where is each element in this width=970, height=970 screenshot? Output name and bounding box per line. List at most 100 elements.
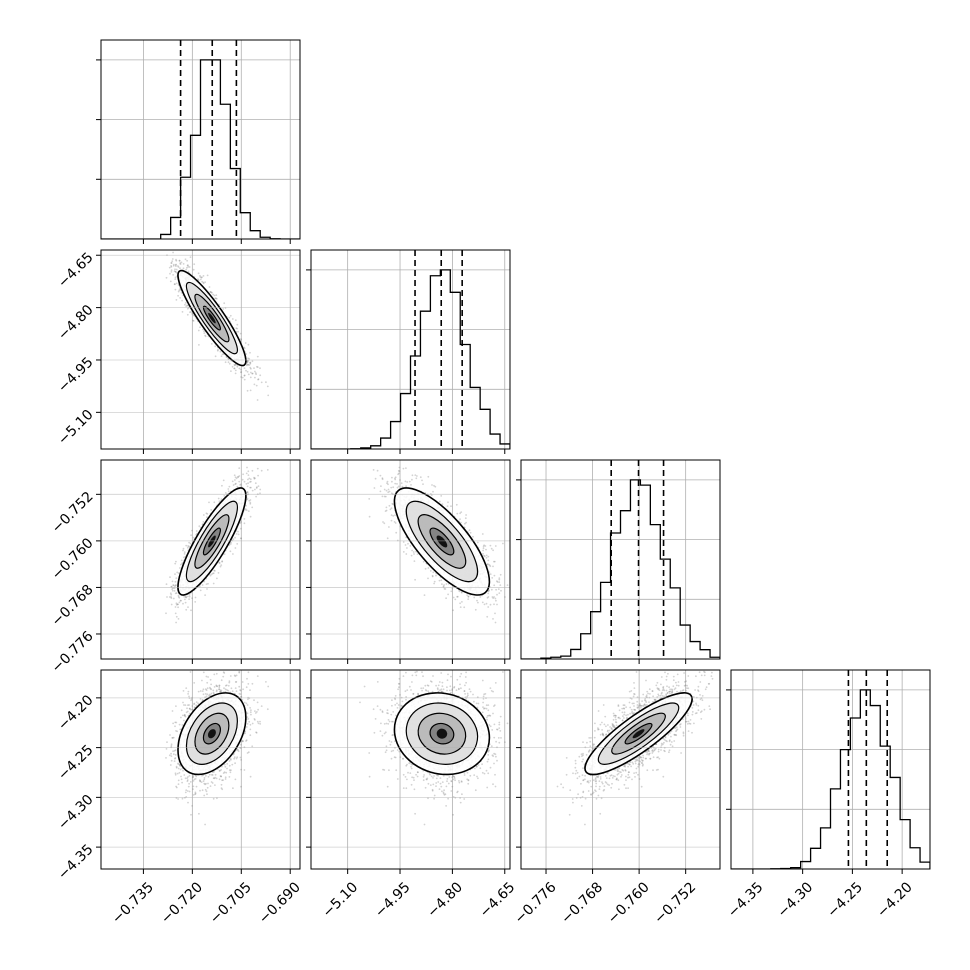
sample-point — [251, 360, 254, 363]
sample-point — [234, 547, 237, 549]
sample-point — [169, 272, 171, 275]
sample-point — [467, 595, 470, 598]
sample-point — [210, 291, 213, 294]
sample-point — [212, 572, 215, 575]
sample-point — [175, 271, 178, 274]
sample-point — [245, 504, 247, 507]
sample-point — [249, 366, 252, 369]
sample-point — [249, 515, 252, 518]
sample-point — [210, 343, 213, 345]
scatter-panel-1-2 — [306, 459, 511, 664]
sample-point — [202, 514, 205, 516]
sample-point — [173, 270, 176, 272]
sample-point — [188, 594, 191, 596]
sample-point — [199, 326, 201, 329]
sample-point — [499, 573, 502, 576]
sample-point — [173, 587, 176, 590]
sample-point — [188, 266, 191, 268]
sample-point — [174, 264, 177, 266]
sample-point — [179, 297, 182, 299]
sample-point — [184, 303, 186, 306]
sample-point — [410, 554, 413, 557]
sample-point — [229, 543, 232, 545]
sample-point — [220, 498, 223, 501]
sample-point — [215, 294, 218, 296]
sample-point — [187, 270, 190, 273]
sample-point — [218, 500, 221, 503]
sample-point — [243, 518, 246, 520]
sample-point — [416, 475, 418, 477]
sample-point — [240, 338, 243, 341]
sample-point — [180, 599, 182, 602]
sample-point — [254, 376, 256, 379]
sample-point — [166, 596, 168, 598]
sample-point — [219, 350, 222, 353]
sample-point — [236, 543, 239, 545]
sample-point — [376, 469, 379, 472]
sample-point — [170, 265, 173, 267]
sample-point — [247, 343, 250, 346]
sample-point — [259, 492, 261, 495]
sample-point — [217, 348, 219, 351]
sample-point — [260, 381, 263, 384]
sample-point — [185, 596, 188, 599]
panel-frame — [100, 249, 301, 450]
sample-point — [398, 472, 400, 475]
sample-point — [214, 355, 217, 358]
sample-point — [218, 562, 221, 565]
sample-point — [265, 381, 267, 384]
sample-point — [204, 334, 207, 337]
sample-point — [175, 577, 178, 579]
sample-point — [244, 509, 246, 511]
sample-point — [424, 567, 427, 570]
sample-point — [461, 601, 463, 603]
sample-point — [259, 488, 262, 491]
sample-point — [427, 567, 430, 569]
sample-point — [493, 584, 496, 587]
sample-point — [172, 245, 174, 247]
sample-point — [248, 477, 251, 480]
sample-point — [249, 389, 252, 392]
sample-point — [224, 361, 227, 364]
sample-point — [180, 291, 183, 294]
sample-point — [186, 259, 189, 262]
sample-point — [174, 278, 177, 280]
sample-point — [243, 374, 246, 377]
sample-point — [240, 483, 243, 486]
sample-point — [175, 259, 178, 262]
sample-point — [170, 262, 173, 264]
sample-point — [178, 259, 181, 262]
sample-point — [249, 486, 252, 489]
sample-point — [209, 574, 212, 577]
sample-point — [202, 282, 205, 285]
sample-point — [402, 541, 405, 543]
sample-point — [190, 311, 193, 313]
sample-point — [228, 362, 231, 365]
sample-point — [443, 584, 445, 586]
sample-point — [241, 376, 244, 379]
sample-point — [486, 563, 489, 565]
sample-point — [476, 599, 478, 602]
sample-point — [256, 366, 259, 368]
sample-point — [234, 319, 237, 322]
sample-point — [206, 516, 208, 519]
sample-point — [237, 533, 240, 536]
sample-point — [180, 559, 183, 562]
sample-point — [170, 603, 173, 606]
sample-point — [194, 596, 197, 599]
sample-point — [254, 488, 256, 491]
sample-point — [208, 286, 211, 288]
sample-point — [199, 276, 202, 278]
sample-point — [247, 510, 250, 512]
sample-point — [183, 556, 185, 559]
sample-point — [195, 530, 198, 532]
sample-point — [242, 473, 245, 476]
sample-point — [250, 371, 252, 374]
sample-point — [246, 485, 249, 488]
sample-point — [174, 276, 177, 279]
sample-point — [440, 495, 443, 497]
sample-point — [177, 294, 180, 297]
sample-point — [396, 483, 398, 485]
sample-point — [219, 565, 222, 568]
sample-point — [241, 478, 244, 481]
